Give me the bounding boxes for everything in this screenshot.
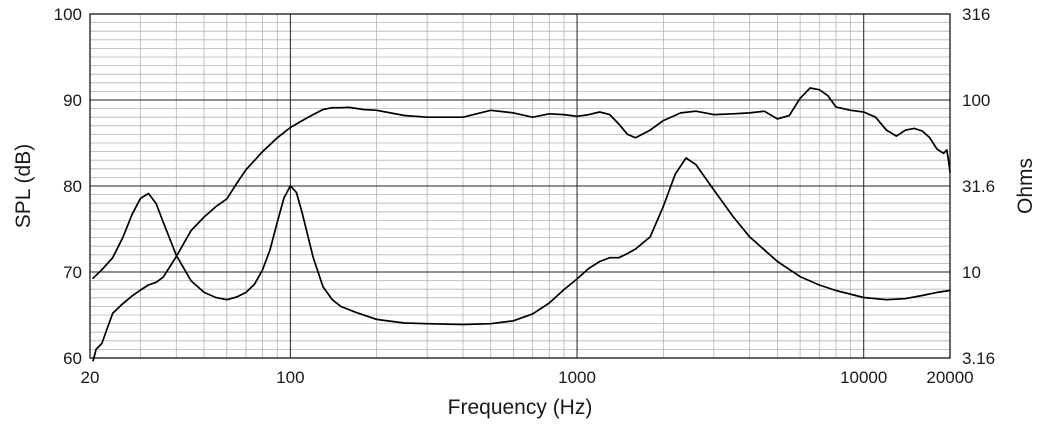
y-right-tick-label: 10 xyxy=(962,263,981,282)
y-right-tick-label: 100 xyxy=(962,91,990,110)
y-right-tick-labels: 3.16 10 31.6 100 316 xyxy=(962,5,995,368)
y-right-tick-label: 316 xyxy=(962,5,990,24)
y-left-tick-label: 90 xyxy=(63,91,82,110)
y-left-tick-label: 80 xyxy=(63,177,82,196)
series-layer xyxy=(92,87,951,362)
x-tick-label: 10000 xyxy=(840,368,887,387)
x-axis-title: Frequency (Hz) xyxy=(448,396,593,419)
impedance-curve xyxy=(92,157,951,326)
x-tick-labels: 20 100 1000 10000 20000 xyxy=(81,368,974,387)
y-left-tick-label: 60 xyxy=(63,349,82,368)
y-right-tick-label: 31.6 xyxy=(962,177,995,196)
y-right-axis-title: Ohms xyxy=(1014,158,1037,214)
spl-curve xyxy=(92,87,951,362)
x-tick-label: 1000 xyxy=(558,368,596,387)
y-left-axis-title: SPL (dB) xyxy=(12,144,35,228)
y-right-tick-label: 3.16 xyxy=(962,349,995,368)
y-left-tick-label: 70 xyxy=(63,263,82,282)
x-tick-label: 20 xyxy=(81,368,100,387)
x-tick-label: 20000 xyxy=(926,368,973,387)
x-tick-label: 100 xyxy=(276,368,304,387)
y-left-tick-labels: 60 70 80 90 100 xyxy=(54,5,82,368)
plot-frame xyxy=(89,13,951,359)
y-left-tick-label: 100 xyxy=(54,5,82,24)
